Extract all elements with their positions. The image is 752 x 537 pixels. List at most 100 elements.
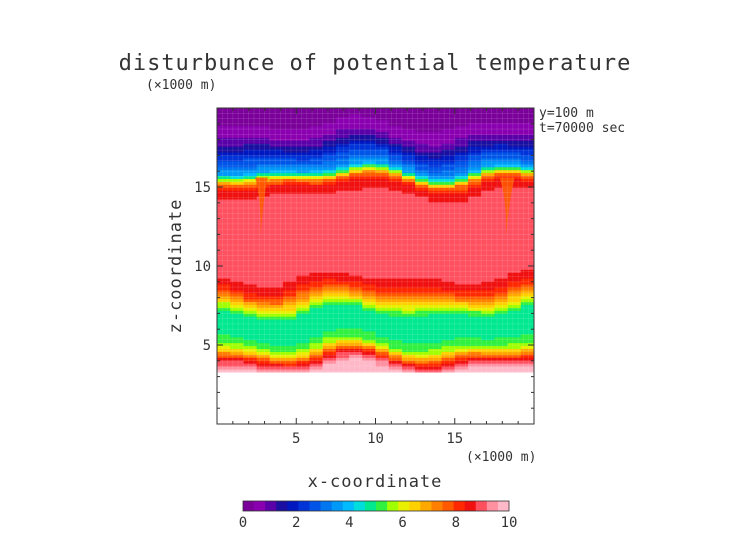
contour-cell xyxy=(520,143,534,147)
contour-cell xyxy=(296,289,311,294)
contour-cell xyxy=(428,301,443,306)
contour-cell xyxy=(283,239,297,244)
y-tick-label: 5 xyxy=(203,338,211,354)
contour-cell xyxy=(283,234,297,238)
contour-cell xyxy=(296,263,311,267)
contour-cell xyxy=(230,184,245,188)
contour-cell xyxy=(388,143,403,147)
contour-cell xyxy=(467,257,482,262)
contour-cell xyxy=(415,254,429,259)
contour-cell xyxy=(441,351,456,355)
contour-cell xyxy=(296,201,311,206)
contour-cell xyxy=(296,187,311,191)
contour-cell xyxy=(243,313,258,317)
contour-cell xyxy=(230,122,245,127)
contour-cell xyxy=(481,204,495,209)
contour-cell xyxy=(322,239,337,244)
contour-cell xyxy=(481,316,495,320)
contour-cell xyxy=(467,289,482,294)
contour-cell xyxy=(467,146,482,150)
contour-cell xyxy=(388,245,403,250)
contour-cell xyxy=(296,234,311,238)
contour-cell xyxy=(269,163,284,168)
contour-cell xyxy=(375,131,390,135)
contour-cell xyxy=(401,310,416,314)
contour-cell xyxy=(467,181,482,185)
contour-cell xyxy=(283,272,297,276)
contour-cell xyxy=(309,298,324,303)
contour-cell xyxy=(283,213,297,218)
contour-cell xyxy=(520,166,534,171)
contour-cell xyxy=(481,119,495,124)
contour-cell xyxy=(349,169,363,174)
contour-cell xyxy=(230,260,245,264)
contour-cell xyxy=(335,310,350,314)
contour-cell xyxy=(362,116,377,121)
contour-cell xyxy=(507,280,522,285)
x-tick-label: 5 xyxy=(292,431,300,447)
contour-cell xyxy=(415,251,429,256)
contour-cell xyxy=(481,333,495,338)
contour-cell xyxy=(441,154,456,159)
contour-cell xyxy=(256,351,271,355)
contour-cell xyxy=(375,140,390,144)
contour-cell xyxy=(467,263,482,267)
contour-cell xyxy=(283,263,297,267)
contour-cell xyxy=(217,330,231,335)
contour-cell xyxy=(309,237,324,241)
contour-cell xyxy=(309,339,324,344)
contour-cell xyxy=(335,251,350,256)
contour-cell xyxy=(388,278,403,282)
contour-cell xyxy=(283,210,297,215)
contour-cell xyxy=(362,128,377,133)
contour-cell xyxy=(256,283,271,288)
contour-cell xyxy=(401,157,416,162)
contour-cell xyxy=(335,222,350,226)
contour-cell xyxy=(415,225,429,229)
contour-cell xyxy=(454,363,469,367)
contour-cell xyxy=(467,222,482,226)
contour-cell xyxy=(362,304,377,308)
contour-cell xyxy=(388,322,403,326)
contour-cell xyxy=(309,216,324,221)
contour-cell xyxy=(415,280,429,285)
contour-cell xyxy=(283,134,297,138)
contour-cell xyxy=(494,245,509,250)
contour-cell xyxy=(283,366,297,370)
colorbar-swatch xyxy=(420,501,432,511)
contour-cell xyxy=(454,327,469,332)
contour-cell xyxy=(230,242,245,247)
contour-cell xyxy=(454,298,469,303)
contour-cell xyxy=(309,366,324,370)
contour-cell xyxy=(467,149,482,153)
contour-cell xyxy=(415,119,429,124)
contour-cell xyxy=(309,289,324,294)
contour-cell xyxy=(441,283,456,288)
contour-cell xyxy=(335,204,350,209)
contour-cell xyxy=(243,348,258,352)
contour-cell xyxy=(494,286,509,291)
contour-cell xyxy=(415,222,429,226)
contour-cell xyxy=(481,110,495,115)
contour-cell xyxy=(335,154,350,159)
contour-cell xyxy=(269,195,284,200)
contour-cell xyxy=(507,310,522,314)
contour-cell xyxy=(401,330,416,335)
contour-cell xyxy=(428,210,443,215)
contour-cell xyxy=(467,131,482,135)
contour-cell xyxy=(494,269,509,273)
contour-cell xyxy=(507,330,522,335)
contour-cell xyxy=(388,122,403,127)
contour-cell xyxy=(322,113,337,118)
contour-cell xyxy=(296,257,311,262)
contour-cell xyxy=(415,187,429,191)
contour-cell xyxy=(441,360,456,364)
contour-cell xyxy=(243,116,258,121)
contour-cell xyxy=(217,272,231,276)
contour-cell xyxy=(467,231,482,235)
contour-cell xyxy=(269,348,284,352)
contour-cell xyxy=(296,301,311,306)
contour-cell xyxy=(243,345,258,349)
contour-cell xyxy=(296,210,311,215)
contour-cell xyxy=(415,125,429,130)
